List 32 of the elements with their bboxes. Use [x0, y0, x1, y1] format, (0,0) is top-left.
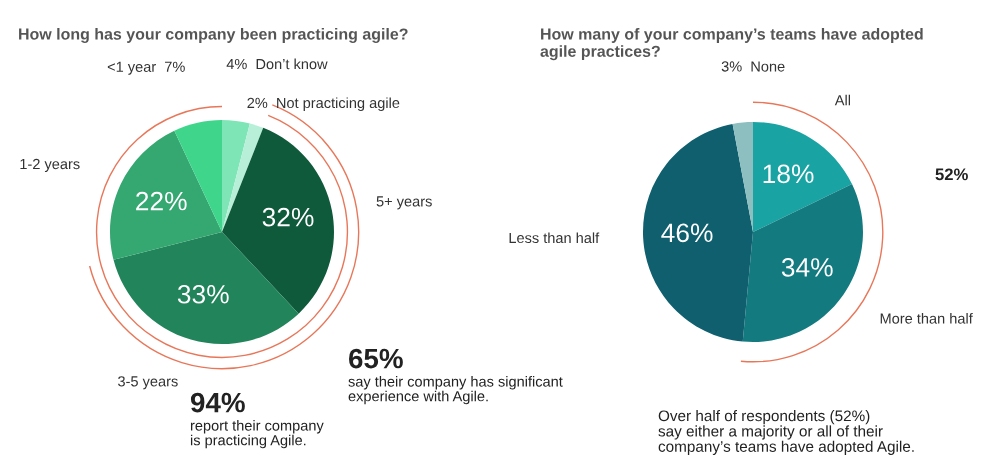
pie-slice [732, 122, 753, 232]
pie-slice [222, 120, 250, 232]
data-label: 32% [262, 207, 314, 227]
text: 65% [349, 348, 403, 369]
slice-label: Less than half [509, 232, 600, 244]
chart-title: How many of your company’s teams have adopted agile practices? [540, 28, 923, 61]
pie-slice [742, 184, 863, 342]
slice-label: <1 year 7% [107, 61, 185, 75]
data-label: 18% [763, 164, 814, 184]
chart-title: How long has your company been practicing agile? [19, 28, 408, 43]
slice-label: 4% Don’t know [226, 58, 328, 70]
text: say their company has significant experience with Agile. [348, 376, 563, 405]
slice-label: All [834, 94, 851, 106]
text: Over half of respondents (52%) say either a majority or all of their company’s teams have adopted Agile. [658, 410, 914, 455]
data-label: 22% [136, 191, 187, 211]
slice-label: 1-2 years [20, 158, 80, 173]
pie-slice [110, 130, 222, 260]
slice-label: 3-5 years [118, 376, 178, 390]
pie-slice [113, 232, 299, 344]
slice-label: 3% None [721, 61, 785, 72]
pie-slice [222, 123, 264, 232]
slice-label: More than half [880, 312, 973, 324]
pie-slice [753, 122, 852, 232]
data-label: 33% [177, 284, 229, 304]
slice-label: 2% Not practicing agile [247, 97, 400, 111]
slice-label: 5+ years [376, 196, 432, 210]
data-label: 46% [661, 223, 713, 243]
text: 52% [935, 168, 968, 181]
text: report their company is practicing Agile. [190, 420, 324, 449]
text: 94% [190, 392, 245, 413]
pie-slice [643, 123, 753, 342]
data-label: 34% [781, 258, 833, 277]
